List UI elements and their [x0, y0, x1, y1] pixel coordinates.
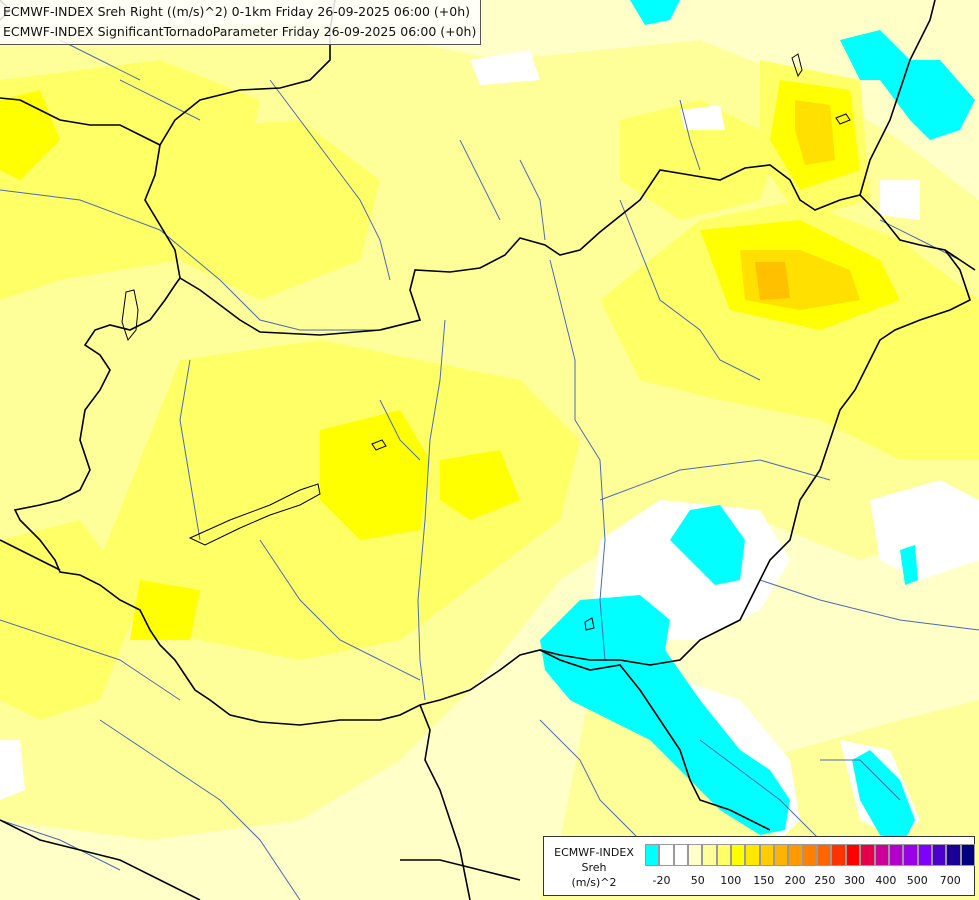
- legend-swatch: [946, 844, 961, 866]
- legend-tick: 50: [690, 874, 705, 887]
- legend-tick: 300: [844, 874, 866, 887]
- legend-swatch: [759, 844, 775, 866]
- legend-tick: 150: [753, 874, 775, 887]
- legend-swatch: [788, 844, 803, 866]
- legend-swatch: [731, 844, 746, 866]
- legend-tick: 200: [784, 874, 806, 887]
- rivers: [0, 39, 979, 900]
- legend-swatch: [802, 844, 818, 866]
- legend-swatch: [673, 844, 689, 866]
- legend-tick: 100: [720, 874, 742, 887]
- lakes: [121, 53, 851, 631]
- legend-swatch: [888, 844, 904, 866]
- legend-swatch: [645, 844, 660, 866]
- legend-swatch: [817, 844, 832, 866]
- legend-swatch: [845, 844, 861, 866]
- legend-tick: 700: [939, 874, 961, 887]
- legend-tick: 400: [875, 874, 897, 887]
- legend-tick: 500: [906, 874, 928, 887]
- legend-swatch: [917, 844, 932, 866]
- legend-label: ECMWF-INDEX Sreh (m/s)^2: [548, 845, 640, 890]
- legend-tick: 250: [814, 874, 836, 887]
- title-line-2: ECMWF-INDEX SignificantTornadoParameter …: [3, 24, 477, 39]
- sreh-field-cyan: [540, 0, 975, 840]
- legend-swatch: [745, 844, 760, 866]
- legend-source: ECMWF-INDEX: [554, 846, 634, 859]
- legend-swatches: [645, 844, 975, 866]
- legend-swatch: [874, 844, 889, 866]
- legend-swatch: [774, 844, 789, 866]
- legend-name: Sreh: [581, 861, 607, 874]
- legend-swatch: [960, 844, 975, 866]
- title-line-1: ECMWF-INDEX Sreh Right ((m/s)^2) 0-1km F…: [3, 4, 471, 19]
- legend-swatch: [831, 844, 846, 866]
- legend-unit: (m/s)^2: [571, 876, 617, 889]
- legend-swatch: [860, 844, 875, 866]
- legend-swatch: [659, 844, 674, 866]
- legend-swatch: [903, 844, 918, 866]
- sreh-field-orange: [755, 262, 790, 300]
- legend-ticks: -20 50 100 150 200 250 300 400 500 700: [645, 874, 975, 890]
- legend-swatch: [716, 844, 732, 866]
- color-legend: ECMWF-INDEX Sreh (m/s)^2 -20 50 100 150 200 2…: [543, 836, 975, 896]
- legend-swatch: [931, 844, 947, 866]
- legend-swatch: [688, 844, 703, 866]
- map-title: ECMWF-INDEX Sreh Right ((m/s)^2) 0-1km F…: [0, 0, 482, 45]
- legend-swatch: [702, 844, 717, 866]
- legend-tick: -20: [652, 874, 671, 887]
